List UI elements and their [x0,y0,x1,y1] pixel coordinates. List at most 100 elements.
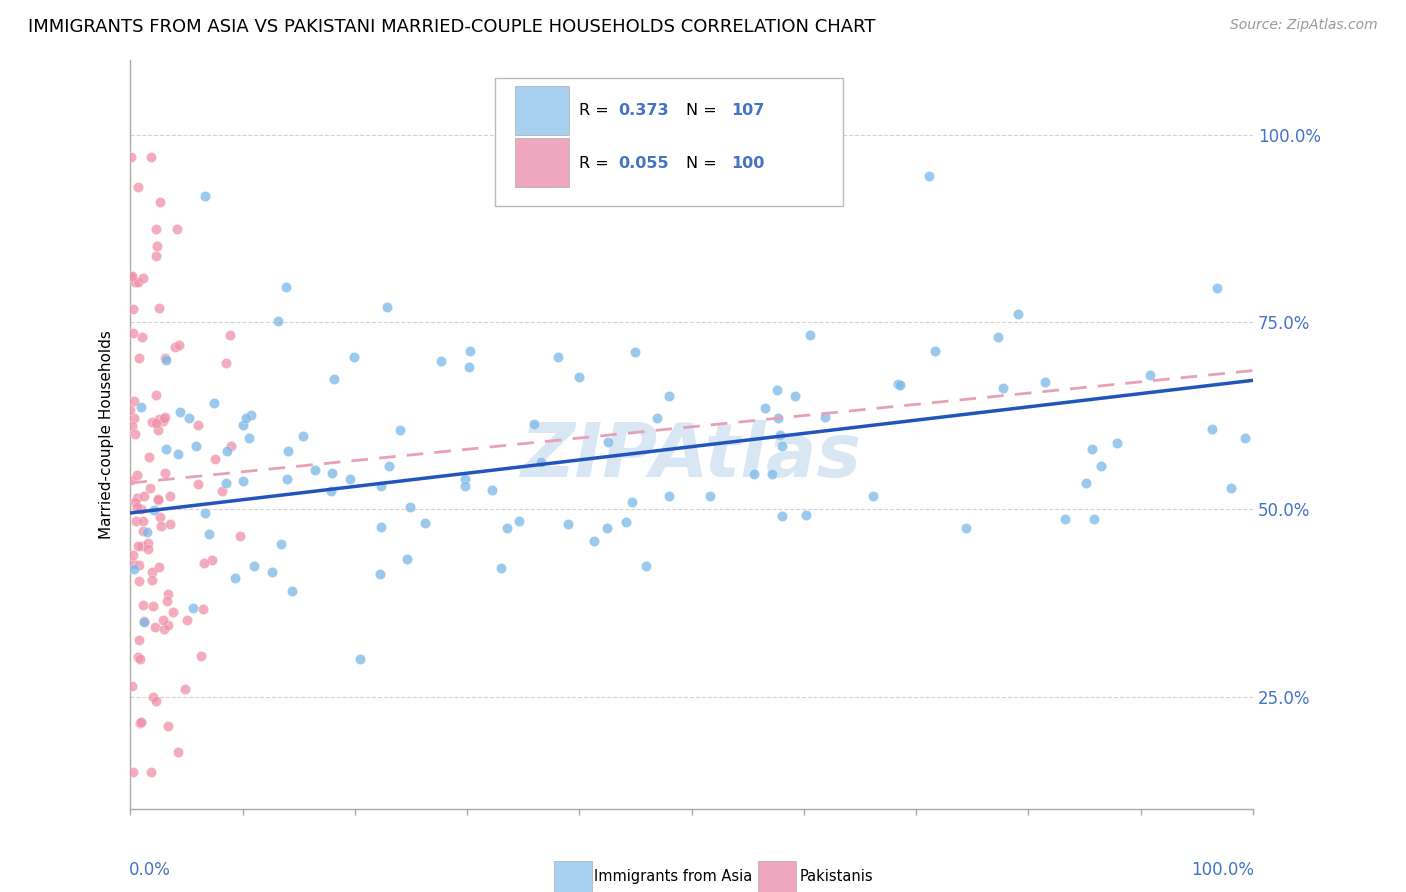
Point [260,565,283,579]
Text: Immigrants from Asia: Immigrants from Asia [593,869,752,884]
Point [766,383,789,397]
Point [167,447,190,461]
Point [145,416,167,430]
Point [370,566,392,581]
Point [122,410,145,425]
Point [219,439,242,453]
Point [1107,435,1129,450]
Y-axis label: Married-couple Households: Married-couple Households [100,330,114,539]
Point [323,371,346,385]
Point [124,275,146,289]
Point [159,489,181,503]
Point [399,500,422,515]
Point [148,423,170,437]
Point [1201,422,1223,436]
Point [139,764,162,779]
Point [159,516,181,531]
Point [156,594,179,608]
Point [991,381,1014,395]
Point [645,411,668,425]
Point [145,620,167,634]
Point [149,195,172,210]
Point [121,268,143,283]
Point [596,434,619,449]
Point [120,269,142,284]
Point [523,417,546,431]
Point [395,552,418,566]
Point [274,280,297,294]
Point [1139,368,1161,383]
Point [658,389,681,403]
Point [125,514,148,528]
Point [583,533,606,548]
FancyBboxPatch shape [516,138,569,187]
Point [169,405,191,419]
Point [232,417,254,432]
Point [270,537,292,551]
FancyBboxPatch shape [554,861,592,892]
Point [141,573,163,587]
Point [127,179,149,194]
Point [122,557,145,571]
Point [138,450,160,464]
Point [136,536,159,550]
Point [131,539,153,553]
Point [277,444,299,458]
Point [596,521,619,535]
Point [658,489,681,503]
Point [129,652,152,666]
Point [124,426,146,441]
Point [145,694,167,708]
Point [128,632,150,647]
Point [814,410,837,425]
Point [370,520,392,534]
Point [128,558,150,572]
Point [127,275,149,289]
Point [1007,307,1029,321]
Point [146,492,169,507]
Point [127,650,149,665]
Point [124,495,146,509]
Point [145,239,167,253]
Point [614,516,637,530]
Point [276,472,298,486]
Point [184,439,207,453]
Text: 100: 100 [731,155,765,170]
Point [136,525,159,540]
Point [132,599,155,613]
Point [375,300,398,314]
Point [224,571,246,585]
Point [321,466,343,480]
Point [127,539,149,553]
Point [454,478,477,492]
Point [349,652,371,666]
Point [122,562,145,576]
Point [139,150,162,164]
Point [127,500,149,514]
Point [889,378,911,392]
Point [166,221,188,235]
Text: ZIPAtlas: ZIPAtlas [522,420,862,493]
Point [489,561,512,575]
Point [621,495,644,509]
Point [128,351,150,365]
Point [761,467,783,481]
Point [239,409,262,423]
Point [162,605,184,619]
Point [125,468,148,483]
Point [319,484,342,499]
Text: Pakistanis: Pakistanis [800,869,873,884]
Point [132,514,155,528]
FancyBboxPatch shape [516,86,569,135]
Point [145,388,167,402]
Point [167,338,190,352]
Point [496,521,519,535]
Point [770,439,793,453]
Point [623,345,645,359]
Point [134,615,156,629]
Point [918,169,941,184]
Point [120,474,142,488]
Point [204,452,226,467]
Point [557,516,579,531]
Point [211,484,233,499]
